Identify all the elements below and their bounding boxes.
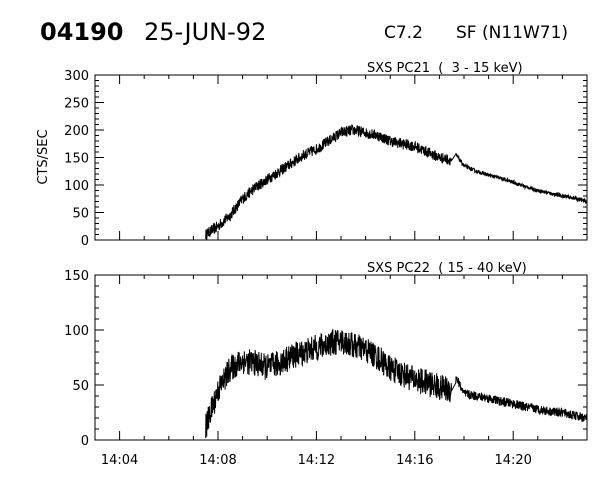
- panel2-ytick-label: 100: [64, 324, 89, 339]
- goes-class: C7.2: [384, 23, 423, 43]
- panel2-ytick-label: 150: [64, 269, 89, 284]
- panel1-ytick-label: 200: [64, 124, 89, 139]
- panel2-xtick-label: 14:04: [101, 453, 138, 468]
- panel2-xtick-label: 14:12: [298, 453, 335, 468]
- panel2-xtick-label: 14:20: [494, 453, 531, 468]
- flare-location: SF (N11W71): [456, 23, 568, 43]
- panel1-ytick-label: 300: [64, 69, 89, 84]
- panel2-xtick-label: 14:16: [396, 453, 433, 468]
- panel1-ytick-label: 50: [72, 207, 89, 222]
- panel2-series-line: [205, 329, 588, 439]
- panel1-ylabel: CTS/SEC: [36, 129, 51, 184]
- panel1-ytick-label: 250: [64, 97, 89, 112]
- panel2-xtick-label: 14:08: [199, 453, 236, 468]
- panel2-title: SXS PC22 ( 15 - 40 keV): [367, 261, 527, 276]
- panel1-ytick-label: 100: [64, 179, 89, 194]
- panel1-frame: [94, 74, 588, 241]
- panel1-ytick-label: 150: [64, 152, 89, 167]
- panel1-series-line: [205, 124, 588, 240]
- panel2-frame: [94, 274, 588, 441]
- panel2-ytick-label: 0: [81, 434, 89, 449]
- panel1-plot: 0 50 100 150 200 250 300: [64, 69, 588, 249]
- event-id: 04190: [40, 18, 124, 46]
- panel2-plot: 0 50 100 150 14:04 14:08 14:12 14:16 14:20: [64, 269, 588, 468]
- panel1-ytick-label: 0: [81, 234, 89, 249]
- panel1-title: SXS PC21 ( 3 - 15 keV): [367, 61, 523, 76]
- panel2-ytick-label: 50: [72, 379, 89, 394]
- event-date: 25-JUN-92: [144, 18, 266, 46]
